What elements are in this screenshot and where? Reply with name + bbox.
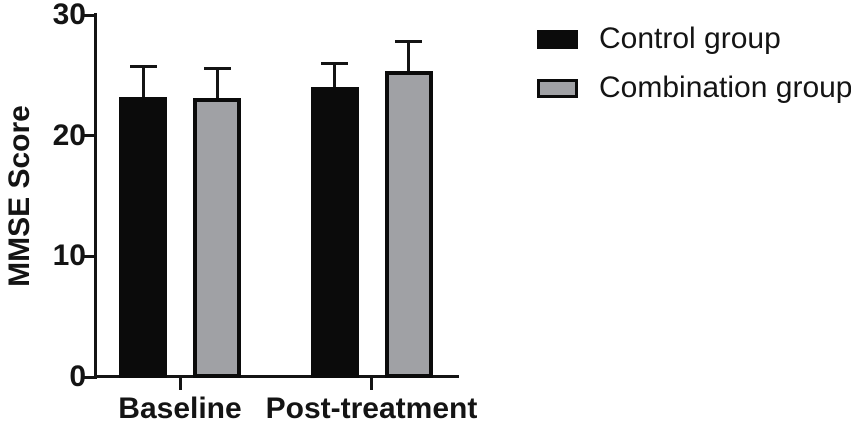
legend-label-control-group: Control group [599,22,781,55]
y-tick-20 [83,134,95,138]
y-tick-0 [83,375,95,379]
y-axis-line [94,13,97,379]
error-bar-cap-control-group-baseline [129,65,157,69]
legend: Control group Combination group [537,24,851,103]
bar-combination-group-baseline [193,98,241,378]
error-bar-line-combination-group-post-treatment [407,41,410,75]
legend-item-combination-group: Combination group [537,73,851,103]
bar-combination-group-post-treatment [384,70,433,378]
error-bar-cap-combination-group-baseline [203,66,231,70]
y-tick-label-10: 10 [52,239,86,273]
y-tick-label-20: 20 [52,118,86,152]
error-bar-line-control-group-baseline [141,66,145,102]
y-tick-label-0: 0 [69,360,86,393]
legend-label-combination-group: Combination group [599,71,851,104]
x-tick-baseline [178,377,182,390]
y-tick-30 [83,13,95,17]
x-category-label-baseline: Baseline [118,392,242,425]
x-axis-line [94,375,459,378]
x-tick-post-treatment [370,377,373,390]
legend-swatch-combination-group [537,78,578,98]
error-bar-cap-control-group-post-treatment [321,61,348,65]
error-bar-line-combination-group-baseline [215,68,219,103]
error-bar-line-control-group-post-treatment [333,63,336,92]
y-tick-10 [83,254,95,258]
bar-control-group-baseline [119,97,167,378]
legend-swatch-control-group [537,29,578,49]
x-category-label-post-treatment: Post-treatment [265,392,478,425]
y-tick-label-30: 30 [52,0,86,31]
legend-item-control-group: Control group [537,24,851,54]
bar-control-group-post-treatment [310,87,359,378]
error-bar-cap-combination-group-post-treatment [395,40,422,44]
